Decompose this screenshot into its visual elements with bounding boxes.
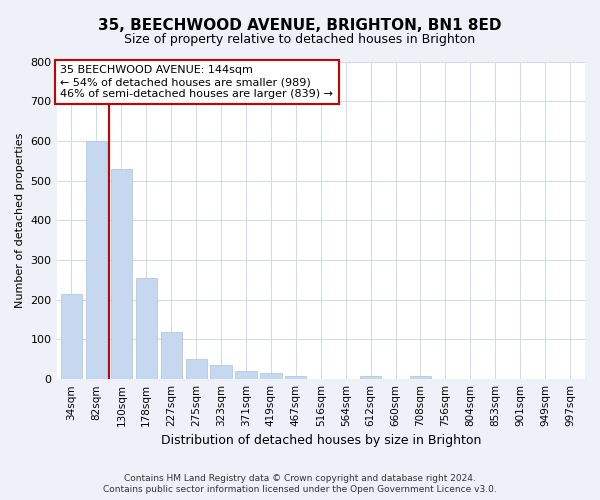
Bar [136, 278, 157, 379]
Text: 35, BEECHWOOD AVENUE, BRIGHTON, BN1 8ED: 35, BEECHWOOD AVENUE, BRIGHTON, BN1 8ED [98, 18, 502, 32]
Bar [235, 371, 257, 379]
Bar [260, 373, 281, 379]
Text: Size of property relative to detached houses in Brighton: Size of property relative to detached ho… [124, 32, 476, 46]
Y-axis label: Number of detached properties: Number of detached properties [15, 132, 25, 308]
Text: Contains HM Land Registry data © Crown copyright and database right 2024.
Contai: Contains HM Land Registry data © Crown c… [103, 474, 497, 494]
Bar [86, 141, 107, 379]
Bar [111, 168, 132, 379]
Bar [285, 376, 307, 379]
Bar [161, 332, 182, 379]
X-axis label: Distribution of detached houses by size in Brighton: Distribution of detached houses by size … [161, 434, 481, 448]
Bar [211, 366, 232, 379]
Bar [360, 376, 381, 379]
Text: 35 BEECHWOOD AVENUE: 144sqm
← 54% of detached houses are smaller (989)
46% of se: 35 BEECHWOOD AVENUE: 144sqm ← 54% of det… [60, 66, 333, 98]
Bar [61, 294, 82, 379]
Bar [185, 360, 207, 379]
Bar [410, 376, 431, 379]
